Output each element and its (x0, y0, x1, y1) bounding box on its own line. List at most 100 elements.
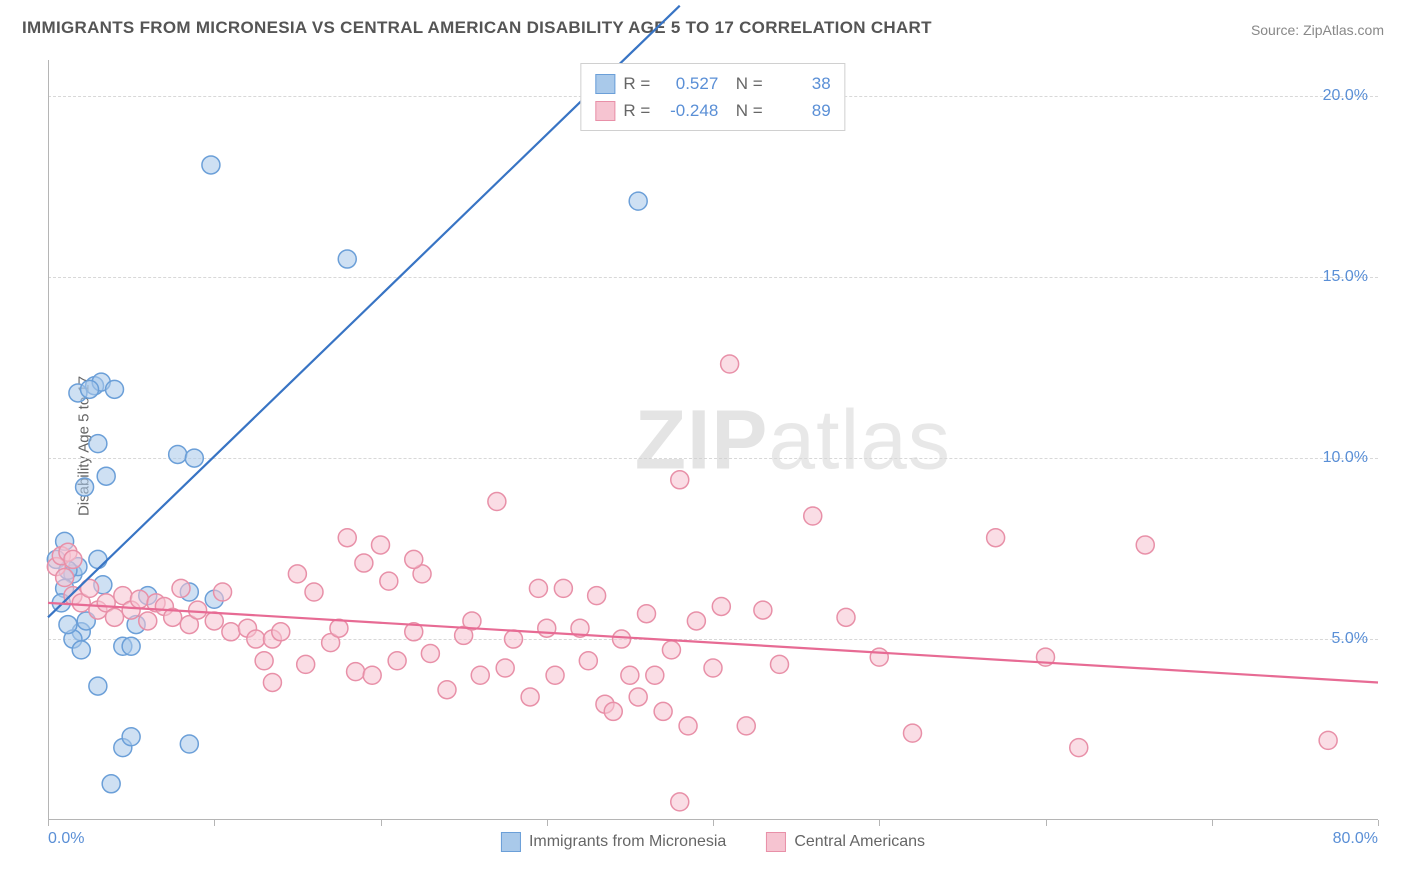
scatter-point (347, 663, 365, 681)
scatter-point (185, 449, 203, 467)
scatter-point (363, 666, 381, 684)
x-tick-label: 0.0% (48, 830, 84, 848)
y-tick-label: 5.0% (1332, 630, 1368, 648)
scatter-point (172, 579, 190, 597)
scatter-point (122, 637, 140, 655)
scatter-point (355, 554, 373, 572)
scatter-point (421, 645, 439, 663)
scatter-point (662, 641, 680, 659)
scatter-point (380, 572, 398, 590)
scatter-point (222, 623, 240, 641)
scatter-point (1319, 731, 1337, 749)
x-tick (1046, 820, 1047, 826)
scatter-point (1070, 739, 1088, 757)
scatter-point (804, 507, 822, 525)
scatter-point (646, 666, 664, 684)
scatter-point (81, 380, 99, 398)
scatter-point (97, 467, 115, 485)
legend-item-central-americans: Central Americans (766, 832, 925, 852)
scatter-point (638, 605, 656, 623)
scatter-point (247, 630, 265, 648)
correlation-legend: R = 0.527 N = 38 R = -0.248 N = 89 (580, 63, 845, 131)
scatter-point (297, 655, 315, 673)
scatter-point (471, 666, 489, 684)
y-tick-label: 10.0% (1323, 449, 1368, 467)
scatter-point (64, 550, 82, 568)
scatter-point (554, 579, 572, 597)
scatter-point (180, 735, 198, 753)
scatter-point (505, 630, 523, 648)
scatter-point (754, 601, 772, 619)
plot-area: ZIPatlas R = 0.527 N = 38 R = -0.248 N =… (48, 60, 1378, 820)
scatter-point (588, 587, 606, 605)
scatter-point (521, 688, 539, 706)
scatter-point (189, 601, 207, 619)
scatter-point (438, 681, 456, 699)
scatter-point (671, 793, 689, 811)
scatter-point (102, 775, 120, 793)
legend-row-2: R = -0.248 N = 89 (595, 97, 830, 124)
scatter-point (72, 641, 90, 659)
scatter-point (529, 579, 547, 597)
x-tick (48, 820, 49, 826)
scatter-point (904, 724, 922, 742)
scatter-point (679, 717, 697, 735)
scatter-point (629, 688, 647, 706)
scatter-point (106, 380, 124, 398)
scatter-point (89, 550, 107, 568)
series-legend: Immigrants from Micronesia Central Ameri… (501, 832, 925, 852)
scatter-point (89, 677, 107, 695)
scatter-point (687, 612, 705, 630)
scatter-point (338, 250, 356, 268)
scatter-point (130, 590, 148, 608)
legend-swatch-blue (595, 74, 615, 94)
scatter-point (837, 608, 855, 626)
x-tick (547, 820, 548, 826)
scatter-point (139, 612, 157, 630)
scatter-point (338, 529, 356, 547)
scatter-point (263, 673, 281, 691)
scatter-point (987, 529, 1005, 547)
scatter-point (214, 583, 232, 601)
scatter-point (372, 536, 390, 554)
scatter-point (106, 608, 124, 626)
x-tick (713, 820, 714, 826)
legend-swatch-blue (501, 832, 521, 852)
scatter-point (721, 355, 739, 373)
scatter-point (579, 652, 597, 670)
scatter-point (488, 493, 506, 511)
scatter-point (122, 728, 140, 746)
scatter-point (202, 156, 220, 174)
scatter-point (59, 616, 77, 634)
x-tick (1212, 820, 1213, 826)
scatter-point (654, 702, 672, 720)
scatter-point (305, 583, 323, 601)
y-tick-label: 15.0% (1323, 268, 1368, 286)
scatter-point (288, 565, 306, 583)
scatter-point (613, 630, 631, 648)
scatter-point (255, 652, 273, 670)
scatter-point (737, 717, 755, 735)
scatter-point (604, 702, 622, 720)
scatter-point (621, 666, 639, 684)
scatter-point (330, 619, 348, 637)
scatter-point (1136, 536, 1154, 554)
scatter-point (169, 445, 187, 463)
scatter-point (704, 659, 722, 677)
scatter-point (712, 597, 730, 615)
scatter-point (89, 435, 107, 453)
y-tick-label: 20.0% (1323, 87, 1368, 105)
scatter-point (538, 619, 556, 637)
scatter-point (870, 648, 888, 666)
source-attribution: Source: ZipAtlas.com (1251, 22, 1384, 38)
scatter-point (272, 623, 290, 641)
scatter-point (76, 478, 94, 496)
x-tick (1378, 820, 1379, 826)
x-tick (214, 820, 215, 826)
scatter-point (771, 655, 789, 673)
x-tick (381, 820, 382, 826)
legend-swatch-pink (595, 101, 615, 121)
scatter-point (629, 192, 647, 210)
chart-title: IMMIGRANTS FROM MICRONESIA VS CENTRAL AM… (22, 18, 932, 38)
x-tick-label: 80.0% (1333, 830, 1378, 848)
